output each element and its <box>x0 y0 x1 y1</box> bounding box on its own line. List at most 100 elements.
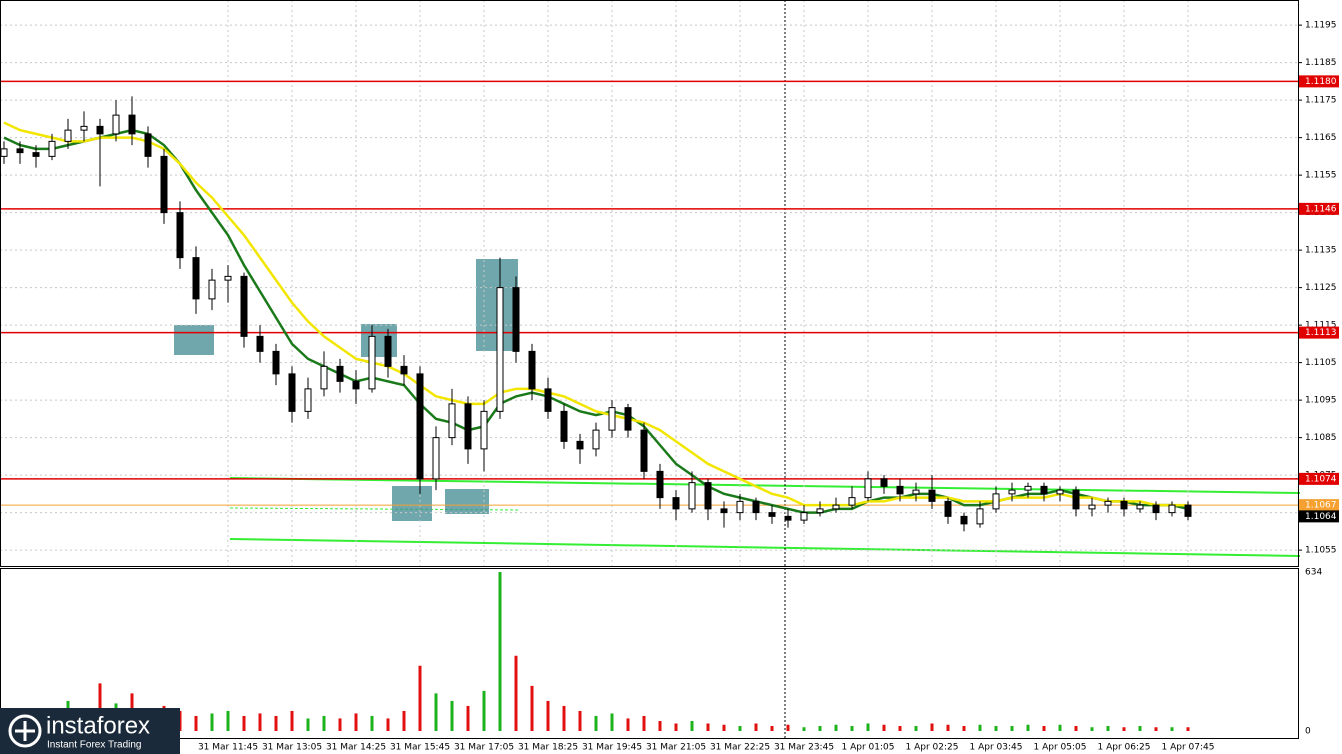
candle-body <box>464 403 472 450</box>
signal-box <box>445 489 489 514</box>
candle-body <box>848 497 856 506</box>
candle-body <box>640 429 648 472</box>
y-tick-label: 1.1115 <box>1305 321 1337 331</box>
logo-icon <box>8 714 42 748</box>
candle-body <box>576 440 584 450</box>
level-label-box <box>1299 326 1339 339</box>
candle-body <box>784 515 792 521</box>
candle-body <box>48 140 56 157</box>
candle-body <box>400 365 408 375</box>
candle-body <box>16 148 24 154</box>
ask-label-box <box>1299 499 1339 512</box>
x-tick-label: 1 Apr 06:25 <box>1098 743 1151 753</box>
level-label: 1.1113 <box>1305 328 1337 338</box>
candle-body <box>912 489 920 495</box>
candle-body <box>384 335 392 367</box>
candle-body <box>32 152 40 157</box>
candle-body <box>160 155 168 214</box>
signal-box <box>361 324 397 357</box>
candle-body <box>432 437 440 480</box>
candle-body <box>0 148 8 157</box>
candle-body <box>1104 500 1112 506</box>
candle-body <box>768 512 776 517</box>
x-tick-label: 1 Apr 02:25 <box>906 743 959 753</box>
candle-body <box>1168 504 1176 514</box>
candle-body <box>720 508 728 514</box>
candle-body <box>96 125 104 135</box>
candle-body <box>752 500 760 514</box>
level-label-box <box>1299 472 1339 485</box>
x-tick-label: 1 Apr 05:05 <box>1034 743 1087 753</box>
candle-body <box>288 373 296 412</box>
x-tick-label: 31 Mar 23:45 <box>774 743 834 753</box>
y-tick-label: 1.1105 <box>1305 358 1337 368</box>
x-tick-label: 31 Mar 21:05 <box>646 743 706 753</box>
candle-body <box>976 508 984 525</box>
trend-line <box>229 477 1301 494</box>
candle-body <box>1024 485 1032 491</box>
candle-body <box>64 129 72 142</box>
candle-body <box>240 275 248 337</box>
candle-body <box>512 287 520 352</box>
candle-body <box>80 125 88 131</box>
y-tick-label: 1.1095 <box>1305 396 1337 406</box>
candle-body <box>896 485 904 495</box>
x-tick-label: 31 Mar 15:45 <box>390 743 450 753</box>
candle-body <box>736 500 744 514</box>
candle-body <box>336 365 344 382</box>
candle-body <box>992 493 1000 510</box>
candle-body <box>496 287 504 412</box>
signal-box <box>174 325 214 355</box>
candle-body <box>1008 489 1016 495</box>
logo-name: instaforex <box>46 712 150 739</box>
y-tick-label: 1.1135 <box>1305 246 1337 256</box>
candle-body <box>112 114 120 135</box>
candle-body <box>192 257 200 300</box>
candle-body <box>944 500 952 517</box>
candle-body <box>528 350 536 390</box>
candle-body <box>608 407 616 431</box>
level-label-box <box>1299 75 1339 88</box>
candle-body <box>304 388 312 412</box>
candle-body <box>176 212 184 259</box>
x-tick-label: 31 Mar 17:05 <box>454 743 514 753</box>
volume-pane-border <box>0 568 1299 739</box>
x-tick-label: 31 Mar 13:05 <box>262 743 322 753</box>
level-label: 1.1074 <box>1305 474 1337 484</box>
bid-label-box <box>1299 510 1339 523</box>
candle-body <box>1056 489 1064 495</box>
y-tick-label: 1.1175 <box>1305 96 1337 106</box>
candle-body <box>624 407 632 431</box>
candle-body <box>1120 500 1128 510</box>
y-tick-label: 1.1085 <box>1305 433 1337 443</box>
candle-body <box>448 403 456 439</box>
price-pane-border <box>0 0 1299 567</box>
y-tick-label: 1.1195 <box>1305 21 1337 31</box>
candle-body <box>128 114 136 135</box>
candle-body <box>256 335 264 352</box>
y-tick-label: 1.1125 <box>1305 283 1337 293</box>
candle-body <box>544 388 552 412</box>
y-tick-label: 1.1155 <box>1305 171 1337 181</box>
moving-average <box>3 121 1188 507</box>
candle-body <box>1040 485 1048 495</box>
level-label: 1.1146 <box>1305 204 1337 214</box>
signal-box <box>392 486 432 521</box>
candle-body <box>144 133 152 157</box>
candle-body <box>864 478 872 499</box>
candle-body <box>656 470 664 499</box>
candle-body <box>688 482 696 510</box>
logo: instaforex Instant Forex Trading <box>0 708 180 754</box>
candle-body <box>800 512 808 521</box>
logo-tagline: Instant Forex Trading <box>47 740 142 751</box>
candle-body <box>592 429 600 450</box>
candle-body <box>416 373 424 480</box>
candle-body <box>1152 504 1160 514</box>
candle-body <box>1136 504 1144 510</box>
candle-body <box>480 410 488 450</box>
candle-body <box>1088 504 1096 510</box>
candle-body <box>816 508 824 514</box>
candle-body <box>560 410 568 442</box>
